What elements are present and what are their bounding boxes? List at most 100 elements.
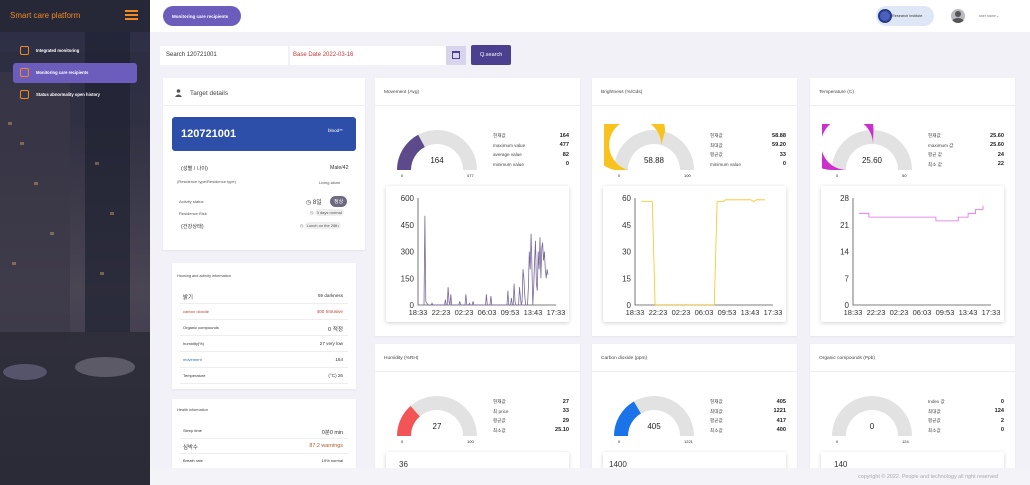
housing-row-value: (°C) 26 <box>328 373 343 378</box>
target-details-title: Target details <box>190 90 229 97</box>
search-button[interactable]: Q.search <box>471 45 511 65</box>
stat-value: 1221 <box>773 408 786 414</box>
user-name[interactable]: user name <box>979 14 996 18</box>
stat-value: 0 <box>1000 398 1004 405</box>
notification-pill[interactable]: Research institute <box>876 6 934 26</box>
gauge-max: 100 <box>467 439 474 444</box>
stat-value: 59.20 <box>772 142 786 148</box>
housing-activity-card <box>172 263 356 389</box>
stat-value: 400 <box>776 427 786 433</box>
residence-label: (Residence type/Residence type) <box>177 179 236 184</box>
health-row-value: 0분0 min <box>321 430 343 436</box>
y-tick-label: 300 <box>401 248 415 257</box>
y-tick-label: 0 <box>845 301 850 310</box>
stat-label: 평균값 <box>928 418 941 423</box>
line-chart-svg: 600 450 300 150 018:33 22:23 02:23 06:03 09:53 13… <box>401 194 566 317</box>
search-label: Search <box>166 52 186 58</box>
stat-label: 현재값 <box>710 399 723 404</box>
stat-value: 33 <box>779 151 786 158</box>
stat-label: minimum value <box>710 161 741 167</box>
stat-value: 405 <box>776 398 786 405</box>
x-tick-label: 02:23 <box>890 308 909 317</box>
stat-value: 25.10 <box>555 427 569 433</box>
search-value: 120721001 <box>186 52 217 58</box>
gauge <box>614 396 694 436</box>
calendar-icon <box>452 51 460 59</box>
gauge <box>832 396 912 436</box>
stat-value: 417 <box>776 417 786 424</box>
divider <box>180 303 348 304</box>
target-id-tag: blood** <box>328 128 343 133</box>
base-date-field[interactable]: Base Date 2022-03-16 <box>290 46 446 65</box>
x-tick-label: 06:03 <box>695 308 714 317</box>
gender-age-value: Male/42 <box>330 165 349 171</box>
sidebar: Smart care platform Integrated monitorin… <box>0 0 150 485</box>
y-tick-label: 140 <box>834 460 848 469</box>
divider <box>163 105 365 106</box>
x-tick-label: 02:23 <box>672 308 691 317</box>
housing-row-value: 400 Intrusive <box>316 309 343 314</box>
gauge-min: 0 <box>618 173 621 178</box>
stat-value: 0 <box>1000 427 1004 433</box>
gauge <box>822 124 912 170</box>
chart-card-title: Carbon dioxide (ppm) <box>601 356 648 361</box>
housing-row-value: 59 darkness <box>317 293 343 298</box>
gauge-track <box>397 396 477 436</box>
x-tick-label: 22:23 <box>432 308 451 317</box>
line-plot <box>821 186 1004 322</box>
search-field[interactable]: Search 120721001 <box>160 46 288 65</box>
gauge-min: 0 <box>401 173 404 178</box>
sidebar-item-integrated-monitoring[interactable]: Integrated monitoring <box>13 41 137 61</box>
housing-row-value: 164 <box>335 357 343 362</box>
health-status-label: (건강상태) <box>181 224 204 230</box>
x-tick-label: 13:43 <box>524 308 543 317</box>
y-tick-label: 60 <box>622 194 631 203</box>
y-tick-label: 21 <box>840 221 849 230</box>
gauge-current-value: 0 <box>869 422 875 431</box>
menu-toggle-icon[interactable] <box>125 10 138 20</box>
divider <box>810 105 1015 106</box>
sidebar-item-abnormality-history[interactable]: Status abnormality open history <box>13 85 137 105</box>
gauge-current-value: 25.60 <box>861 156 883 165</box>
location-pin-icon <box>878 9 892 23</box>
sidebar-item-monitoring-care-recipients[interactable]: Monitoring care recipients <box>13 63 137 83</box>
stat-value: 124 <box>994 408 1004 414</box>
gauge-current-value: 58.88 <box>643 156 665 165</box>
x-tick-label: 13:43 <box>741 308 760 317</box>
health-row-label: Breath rate <box>183 458 203 463</box>
housing-row-label: movement <box>183 357 202 362</box>
x-tick-label: 09:53 <box>718 308 737 317</box>
footer <box>150 468 1030 485</box>
y-tick-label: 0 <box>627 301 632 310</box>
sidebar-item-label: Status abnormality open history <box>36 92 100 97</box>
divider <box>375 105 580 106</box>
y-tick-label: 14 <box>840 248 849 257</box>
housing-row-label: carbon dioxide <box>183 309 210 314</box>
health-info-card <box>172 399 356 469</box>
y-tick-label: 30 <box>622 248 631 257</box>
stat-label: 최대값 <box>928 408 941 414</box>
stat-value: 0 <box>782 161 786 167</box>
gauge <box>397 130 477 170</box>
divider <box>180 335 348 336</box>
divider <box>375 371 580 372</box>
y-tick-label: 450 <box>401 221 415 230</box>
housing-row-value: 27 very low <box>319 341 343 346</box>
x-tick-label: 06:03 <box>913 308 932 317</box>
residence-value: Living alone <box>319 180 341 185</box>
chevron-down-icon[interactable]: ⌄ <box>996 13 1000 18</box>
stat-value: 33 <box>562 408 569 414</box>
health-row-value: 87.2 warnings <box>309 443 343 449</box>
user-avatar[interactable] <box>951 9 965 23</box>
stat-value: 0 <box>565 161 569 167</box>
x-tick-label: 18:33 <box>626 308 645 317</box>
stat-value: 82 <box>562 151 569 158</box>
line-plot <box>386 452 569 472</box>
gauge-current-value: 405 <box>647 422 661 431</box>
y-tick-label: 0 <box>410 301 415 310</box>
gauge-track <box>614 130 694 170</box>
housing-row-label: 밝기 <box>183 295 193 301</box>
calendar-button[interactable] <box>446 46 466 65</box>
page-title-pill[interactable]: Monitoring care recipients <box>163 6 241 26</box>
divider <box>810 371 1015 372</box>
